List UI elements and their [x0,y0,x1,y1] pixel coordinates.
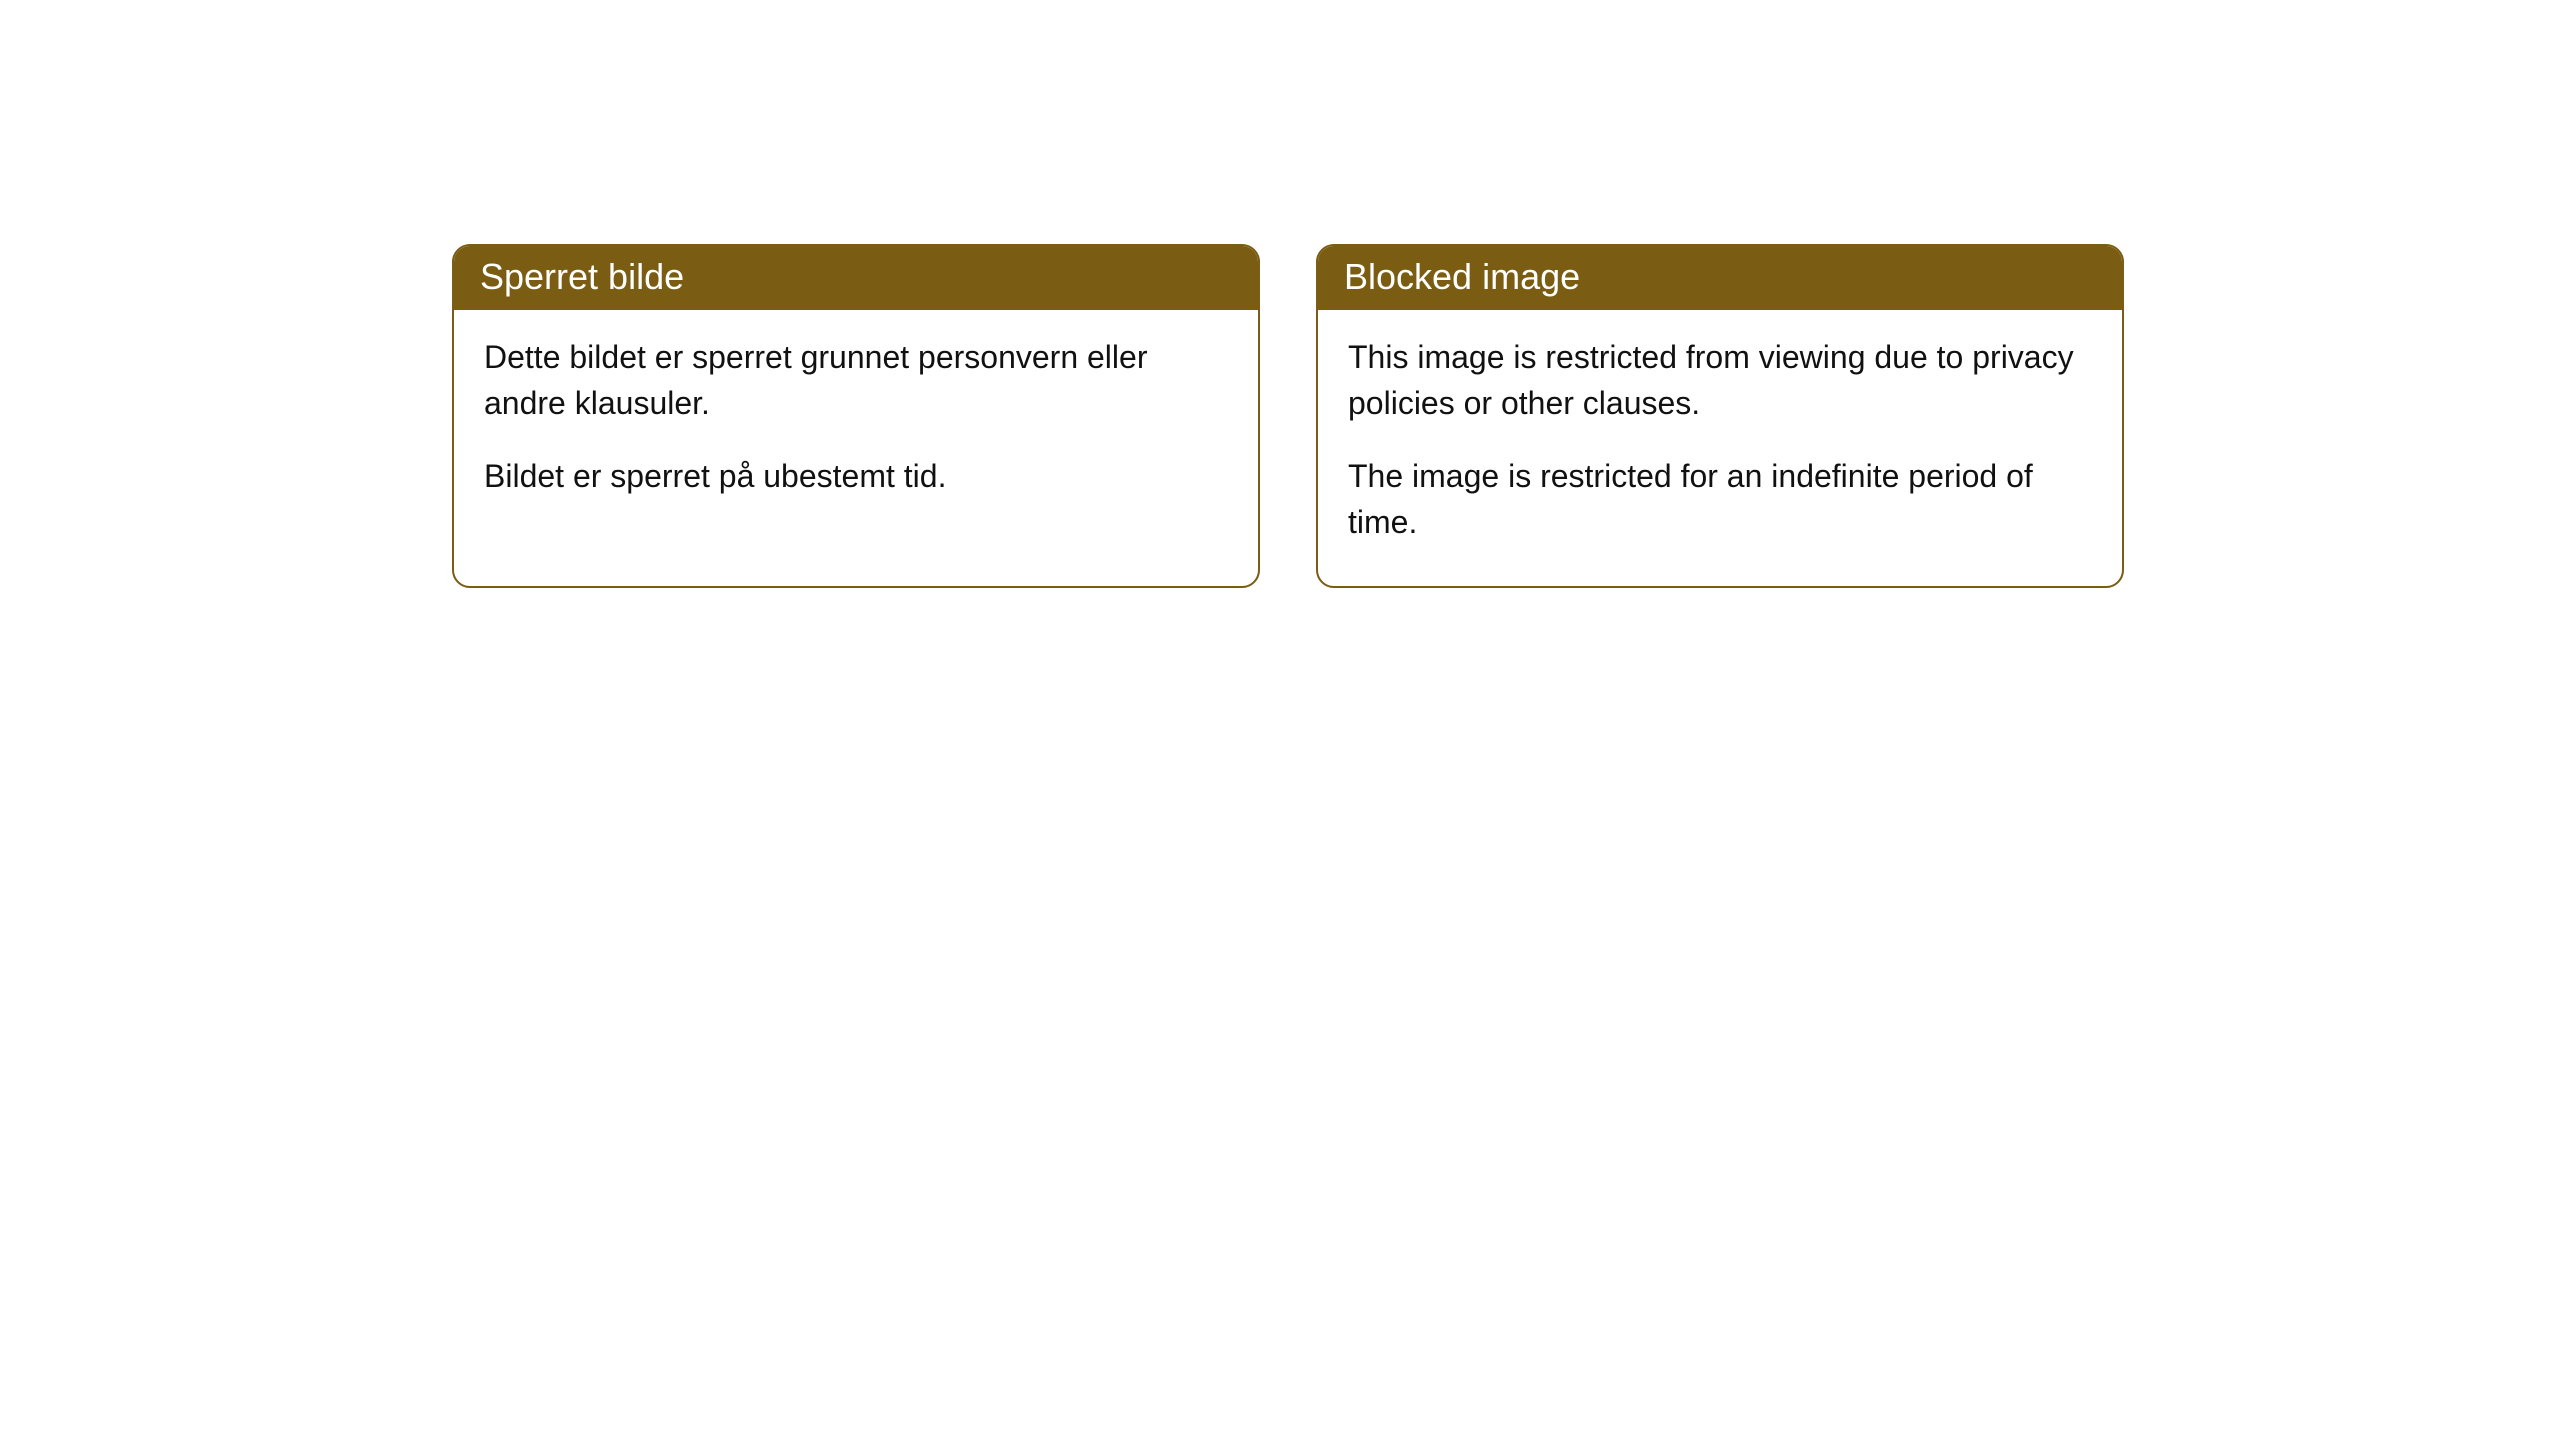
card-paragraph: This image is restricted from viewing du… [1348,334,2092,427]
card-paragraph: The image is restricted for an indefinit… [1348,453,2092,546]
card-paragraph: Dette bildet er sperret grunnet personve… [484,334,1228,427]
card-body-english: This image is restricted from viewing du… [1318,310,2122,586]
card-english: Blocked image This image is restricted f… [1316,244,2124,588]
card-header-english: Blocked image [1318,246,2122,310]
card-paragraph: Bildet er sperret på ubestemt tid. [484,453,1228,499]
cards-container: Sperret bilde Dette bildet er sperret gr… [0,0,2560,588]
card-header-norwegian: Sperret bilde [454,246,1258,310]
card-norwegian: Sperret bilde Dette bildet er sperret gr… [452,244,1260,588]
card-body-norwegian: Dette bildet er sperret grunnet personve… [454,310,1258,539]
